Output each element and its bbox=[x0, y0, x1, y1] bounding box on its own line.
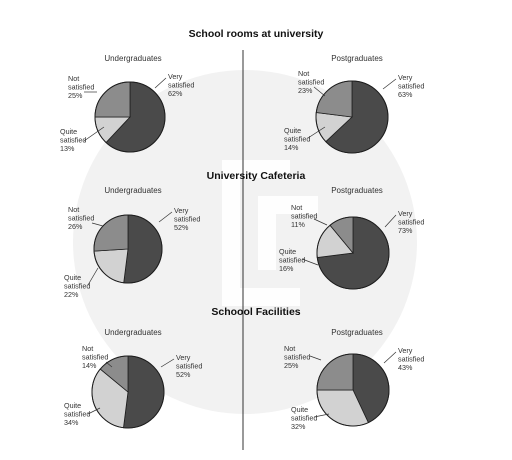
pie-outline bbox=[316, 353, 390, 427]
pie-0-0: Very satisfied 62% Quite satisfied 13% Not sati… bbox=[60, 72, 194, 153]
leader-line-not bbox=[309, 355, 322, 361]
slice-label-not-satisfied: Not satisfied 14% bbox=[82, 344, 108, 370]
pie-outline bbox=[93, 214, 163, 284]
section-title-facilities: Schoool Facilities bbox=[211, 306, 300, 318]
leader-line-very bbox=[383, 351, 397, 364]
pie-charts-layer: Very satisfied 62% Quite satisfied 13% Not sati… bbox=[60, 69, 424, 431]
pie-outline bbox=[94, 81, 166, 153]
slice-label-not-satisfied: Not satisfied 25% bbox=[284, 344, 310, 370]
pie-0-1: Very satisfied 63% Quite satisfied 14% Not sati… bbox=[284, 69, 424, 154]
leader-line-very bbox=[158, 211, 173, 223]
subtitle-cafeteria-undergraduates: Undergraduates bbox=[104, 186, 161, 195]
section-title-cafeteria: University Cafeteria bbox=[207, 170, 306, 182]
slice-label-not-satisfied: Not satisfied 23% bbox=[298, 69, 324, 95]
section-title-school-rooms: School rooms at university bbox=[189, 28, 324, 40]
leader-line-not bbox=[313, 86, 326, 97]
leader-line-not bbox=[313, 218, 328, 226]
slice-label-quite-satisfied: Quite satisfied 16% bbox=[279, 247, 305, 273]
slice-label-very-satisfied: Very satisfied 43% bbox=[398, 346, 424, 372]
slice-label-very-satisfied: Very satisfied 52% bbox=[176, 353, 202, 379]
pie-1-1: Very satisfied 73% Quite satisfied 16% Not sati… bbox=[279, 203, 424, 290]
pie-2-1: Very satisfied 43% Quite satisfied 32% Not sati… bbox=[284, 344, 424, 431]
leader-line-not bbox=[91, 222, 104, 227]
leader-line-quite bbox=[307, 126, 326, 139]
slice-label-not-satisfied: Not satisfied 25% bbox=[68, 74, 94, 100]
subtitle-cafeteria-postgraduates: Postgraduates bbox=[331, 186, 383, 195]
pie-outline bbox=[315, 80, 389, 154]
leader-line-quite bbox=[313, 413, 330, 418]
pie-1-0: Very satisfied 52% Quite satisfied 22% Not sati… bbox=[64, 205, 200, 299]
slice-label-quite-satisfied: Quite satisfied 22% bbox=[64, 273, 90, 299]
slice-label-not-satisfied: Not satisfied 11% bbox=[291, 203, 317, 229]
slice-label-very-satisfied: Very satisfied 52% bbox=[174, 206, 200, 232]
leader-line-quite bbox=[301, 258, 319, 266]
leader-line-not bbox=[105, 361, 113, 368]
subtitle-school-rooms-undergraduates: Undergraduates bbox=[104, 54, 161, 63]
leader-line-very bbox=[382, 78, 397, 90]
slice-label-quite-satisfied: Quite satisfied 32% bbox=[291, 405, 317, 431]
slice-label-quite-satisfied: Quite satisfied 13% bbox=[60, 127, 86, 153]
slice-label-quite-satisfied: Quite satisfied 14% bbox=[284, 126, 310, 152]
slice-label-quite-satisfied: Quite satisfied 34% bbox=[64, 401, 90, 427]
pie-outline bbox=[316, 216, 390, 290]
subtitle-facilities-undergraduates: Undergraduates bbox=[104, 328, 161, 337]
slice-label-very-satisfied: Very satisfied 73% bbox=[398, 209, 424, 235]
pie-outline bbox=[91, 355, 165, 429]
leader-line-quite bbox=[83, 126, 105, 142]
leader-line-very bbox=[384, 214, 397, 228]
pie-2-0: Very satisfied 52% Quite satisfied 34% Not sati… bbox=[64, 344, 202, 429]
leader-line-quite bbox=[87, 267, 99, 286]
slice-label-very-satisfied: Very satisfied 62% bbox=[168, 72, 194, 98]
watermark-logo bbox=[73, 70, 417, 414]
leader-line-very bbox=[160, 358, 175, 368]
leader-line-very bbox=[154, 77, 167, 89]
slice-label-not-satisfied: Not satisfied 26% bbox=[68, 205, 94, 231]
slice-label-very-satisfied: Very satisfied 63% bbox=[398, 73, 424, 99]
subtitle-school-rooms-postgraduates: Postgraduates bbox=[331, 54, 383, 63]
leader-line-quite bbox=[87, 407, 101, 415]
subtitle-facilities-postgraduates: Postgraduates bbox=[331, 328, 383, 337]
